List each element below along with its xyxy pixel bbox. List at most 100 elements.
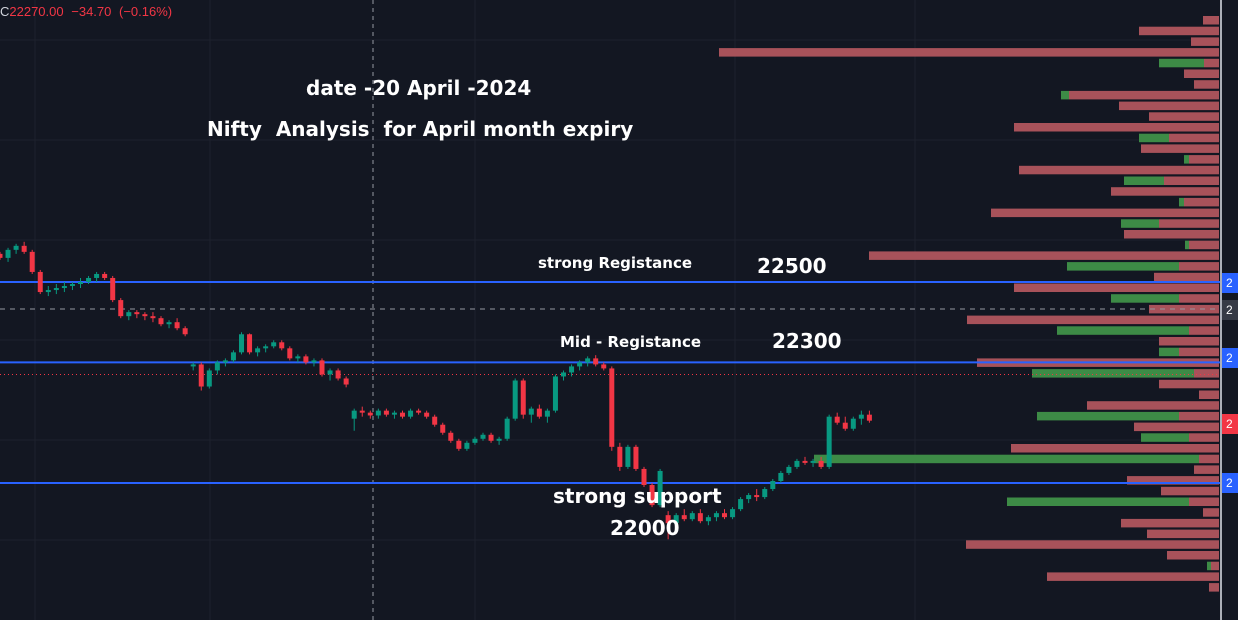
candle-body: [504, 418, 510, 439]
change-percent: (−0.16%): [119, 4, 173, 19]
candle-body: [271, 342, 277, 347]
candle-body: [29, 251, 35, 272]
candle-body: [335, 370, 341, 379]
candle-body: [794, 460, 800, 467]
vp-down-bar: [1127, 476, 1219, 485]
candle-body: [432, 416, 438, 425]
candle-body: [383, 410, 389, 415]
vp-down-bar: [1011, 444, 1219, 453]
candle-body: [536, 408, 542, 417]
vp-down-bar: [1161, 486, 1219, 496]
candle-body: [488, 434, 494, 441]
candle-body: [110, 277, 116, 301]
candle-body: [480, 434, 486, 439]
vp-down-bar: [1014, 123, 1219, 132]
vp-up-bar: [1057, 326, 1189, 335]
vp-down-bar: [1149, 112, 1219, 121]
candle-body: [730, 509, 736, 518]
vp-down-bar: [1184, 197, 1219, 207]
price-tag-22000: 2: [1222, 473, 1238, 493]
candle-body: [713, 513, 719, 518]
candle-body: [786, 466, 792, 473]
candle-body: [400, 412, 405, 417]
vp-down-bar: [1184, 69, 1219, 78]
candle-body: [150, 316, 156, 319]
candle-body: [842, 422, 848, 429]
vp-down-bar: [991, 208, 1219, 218]
candle-body: [174, 322, 180, 329]
candle-body: [544, 410, 550, 417]
candle-body: [247, 334, 253, 353]
candle-body: [190, 364, 196, 367]
vp-down-bar: [1194, 80, 1219, 89]
vp-down-bar: [967, 315, 1219, 325]
candle-body: [617, 446, 623, 467]
close-prefix: C: [0, 4, 10, 19]
candle-body: [86, 277, 92, 282]
candle-body: [391, 412, 397, 415]
vp-up-bar: [1139, 133, 1169, 143]
vp-down-bar: [1047, 572, 1219, 581]
candle-body: [512, 380, 518, 419]
candle-body: [850, 418, 856, 429]
candle-body: [520, 380, 526, 415]
candle-body: [697, 513, 703, 522]
candle-body: [416, 410, 422, 413]
strong-resistance-label: strong Registance: [538, 254, 693, 272]
vp-down-bar: [1014, 283, 1219, 292]
candle-body: [496, 438, 502, 441]
vp-down-bar: [1111, 187, 1219, 196]
vp-down-bar: [1189, 497, 1219, 506]
candle-body: [818, 460, 824, 467]
candle-body: [408, 410, 414, 417]
candle-body: [649, 485, 655, 506]
vp-down-bar: [1141, 144, 1219, 153]
candle-body: [858, 414, 864, 419]
vp-down-bar: [1069, 90, 1219, 100]
candle-body: [738, 499, 744, 510]
candle-body: [802, 460, 808, 463]
vp-down-bar: [1194, 369, 1219, 378]
vp-down-bar: [1159, 379, 1219, 389]
candle-body: [327, 370, 333, 375]
candle-body: [770, 480, 776, 490]
candle-body: [746, 495, 752, 500]
candle-body: [69, 284, 75, 287]
candle-body: [78, 282, 83, 285]
candle-body: [569, 366, 575, 373]
candle-body: [94, 273, 100, 278]
vp-up-bar: [1207, 561, 1211, 571]
mid-resistance-label: Mid - Registance: [560, 333, 702, 351]
vp-down-bar: [1134, 422, 1219, 432]
candle-body: [230, 352, 236, 361]
vp-down-bar: [1211, 561, 1219, 571]
vp-up-bar: [1032, 369, 1194, 378]
strong-resistance-value: 22500: [757, 254, 827, 278]
candle-body: [303, 356, 309, 363]
candle-body: [53, 288, 59, 291]
candle-body: [834, 416, 840, 423]
candle-body: [464, 442, 470, 449]
date-annotation: date -20 April -2024: [306, 76, 532, 100]
vp-down-bar: [1189, 433, 1219, 442]
candle-body: [754, 495, 760, 498]
vp-down-bar: [1199, 454, 1219, 464]
strong-support-value: 22000: [610, 516, 680, 540]
candle-body: [118, 300, 124, 317]
candle-body: [866, 414, 872, 421]
candle-body: [681, 515, 687, 520]
candle-body: [762, 489, 768, 498]
candle-body: [198, 364, 204, 387]
candle-body: [673, 515, 679, 524]
price-tag-crosshair: 2: [1222, 300, 1238, 320]
candle-body: [601, 364, 607, 369]
candle-body: [552, 376, 558, 411]
vp-down-bar: [1159, 219, 1219, 228]
vp-up-bar: [1184, 155, 1189, 164]
vp-down-bar: [966, 540, 1219, 549]
candle-body: [593, 358, 599, 365]
candle-body: [319, 360, 325, 375]
candle-body: [287, 348, 293, 359]
